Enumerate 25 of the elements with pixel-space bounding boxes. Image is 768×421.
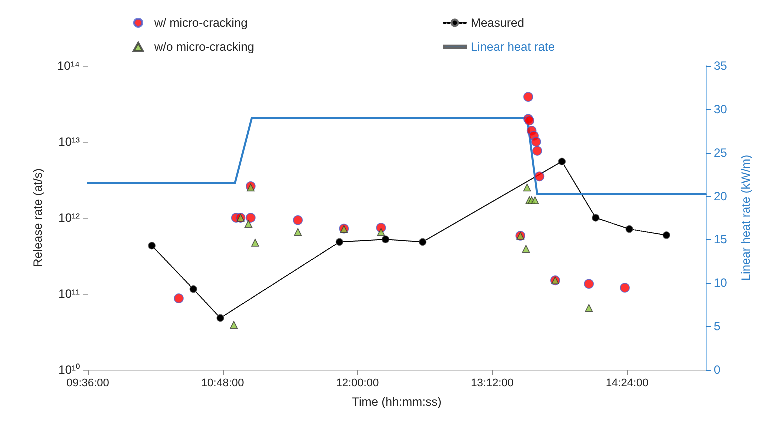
legend-label: w/o micro-cracking <box>153 40 254 54</box>
y2-tick-label: 0 <box>714 363 721 377</box>
legend-label: w/ micro-cracking <box>153 16 248 30</box>
legend-label: Linear heat rate <box>471 40 556 54</box>
y2-tick-label: 35 <box>714 59 728 73</box>
y2-axis-title: Linear heat rate (kW/m) <box>739 154 753 282</box>
y-tick-label: 10¹⁰ <box>58 363 80 377</box>
x-axis-title: Time (hh:mm:ss) <box>352 395 442 409</box>
y-axis-title: Release rate (at/s) <box>31 168 45 268</box>
y2-tick-label: 20 <box>714 189 728 204</box>
x-tick-label: 12:00:00 <box>336 378 380 390</box>
y-tick-label: 10¹¹ <box>58 287 80 301</box>
y-tick-label: 10¹⁴ <box>58 59 80 73</box>
y2-tick-label: 5 <box>714 320 721 334</box>
x-tick-label: 14:24:00 <box>606 378 649 390</box>
y2-tick-label: 15 <box>714 232 728 247</box>
y2-tick-label: 10 <box>714 276 728 290</box>
legend-label: Measured <box>471 16 524 30</box>
x-tick-label: 13:12:00 <box>471 378 514 390</box>
y2-tick-label: 30 <box>714 102 728 116</box>
y-tick-label: 10¹³ <box>58 135 80 149</box>
x-tick-label: 10:48:00 <box>201 378 244 390</box>
y-tick-label: 10¹² <box>58 211 80 225</box>
y2-tick-label: 25 <box>714 146 728 160</box>
x-tick-label: 09:36:00 <box>66 378 110 390</box>
